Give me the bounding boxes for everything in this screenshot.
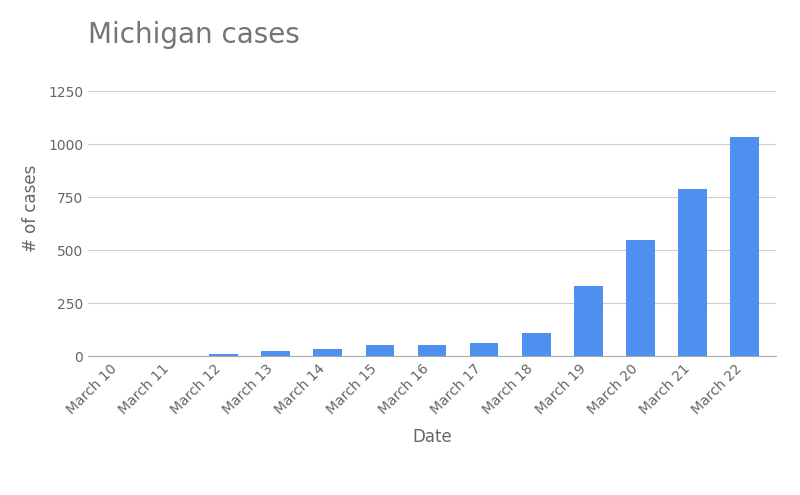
Bar (626, 240, 655, 356)
Text: Michigan cases: Michigan cases (88, 21, 300, 49)
Bar (262, 351, 290, 356)
Bar (366, 345, 394, 356)
Bar (522, 333, 550, 356)
Bar (418, 345, 446, 356)
Bar (209, 354, 238, 356)
Bar (730, 137, 759, 356)
X-axis label: Date: Date (412, 428, 452, 446)
Bar (678, 190, 707, 356)
Bar (314, 349, 342, 356)
Y-axis label: # of cases: # of cases (22, 164, 40, 251)
Bar (574, 287, 602, 356)
Bar (470, 343, 498, 356)
